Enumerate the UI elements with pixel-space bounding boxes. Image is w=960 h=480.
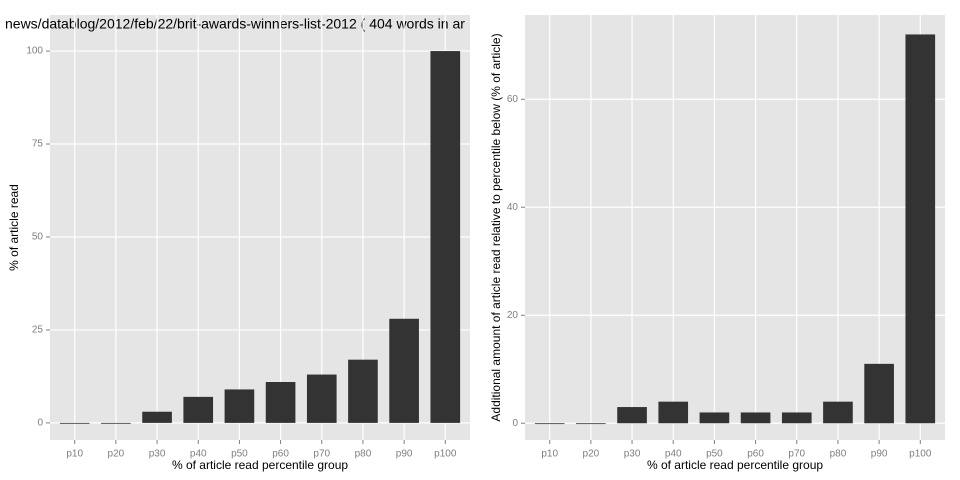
- bar: [430, 51, 461, 423]
- x-tick-label: p20: [108, 449, 125, 460]
- bar: [265, 381, 296, 423]
- bar: [658, 401, 689, 424]
- x-tick-label: p60: [747, 449, 764, 460]
- bar: [699, 412, 730, 424]
- bar: [864, 363, 894, 424]
- x-tick-label: p100: [434, 449, 457, 460]
- x-tick-label: p90: [871, 449, 888, 460]
- x-tick-label: p70: [313, 449, 330, 460]
- y-tick-label: 50: [32, 232, 44, 243]
- x-tick-label: p70: [788, 449, 805, 460]
- x-tick-label: p50: [706, 449, 723, 460]
- bar: [534, 423, 565, 425]
- bar: [781, 412, 812, 424]
- bar: [101, 422, 131, 424]
- x-tick-label: p40: [665, 449, 682, 460]
- bar: [59, 422, 90, 424]
- bar: [183, 396, 214, 423]
- x-tick-label: p10: [541, 449, 558, 460]
- x-axis-label: % of article read percentile group: [172, 458, 348, 472]
- x-tick-label: p50: [231, 449, 248, 460]
- x-tick-label: p60: [272, 449, 289, 460]
- y-tick-label: 25: [32, 325, 44, 336]
- y-tick-label: 60: [507, 94, 519, 105]
- bar: [306, 374, 337, 423]
- y-tick-label: 0: [512, 418, 518, 429]
- x-tick-label: p30: [149, 449, 166, 460]
- y-axis-label: % of article read: [7, 184, 21, 271]
- bar: [576, 423, 606, 425]
- y-tick-label: 40: [507, 202, 519, 213]
- x-tick-label: p100: [909, 449, 932, 460]
- x-axis-label: % of article read percentile group: [647, 458, 823, 472]
- x-tick-label: p10: [66, 449, 83, 460]
- x-tick-label: p40: [190, 449, 207, 460]
- y-tick-label: 75: [32, 139, 44, 150]
- bar: [905, 34, 936, 424]
- bar: [348, 359, 378, 423]
- bar: [142, 411, 172, 423]
- y-tick-label: 0: [37, 418, 43, 429]
- bar: [389, 318, 419, 423]
- chart-title: news/datablog/2012/feb/22/brit-awards-wi…: [5, 16, 465, 32]
- x-tick-label: p80: [830, 449, 847, 460]
- y-tick-label: 100: [26, 46, 43, 57]
- x-tick-label: p20: [583, 449, 600, 460]
- x-tick-label: p30: [624, 449, 641, 460]
- bar: [224, 389, 255, 423]
- y-axis-label: Additional amount of article read relati…: [489, 33, 503, 421]
- y-tick-label: 20: [507, 310, 519, 321]
- bar: [617, 407, 647, 424]
- bar: [740, 412, 771, 424]
- x-tick-label: p90: [396, 449, 413, 460]
- bar: [823, 401, 853, 424]
- x-tick-label: p80: [355, 449, 372, 460]
